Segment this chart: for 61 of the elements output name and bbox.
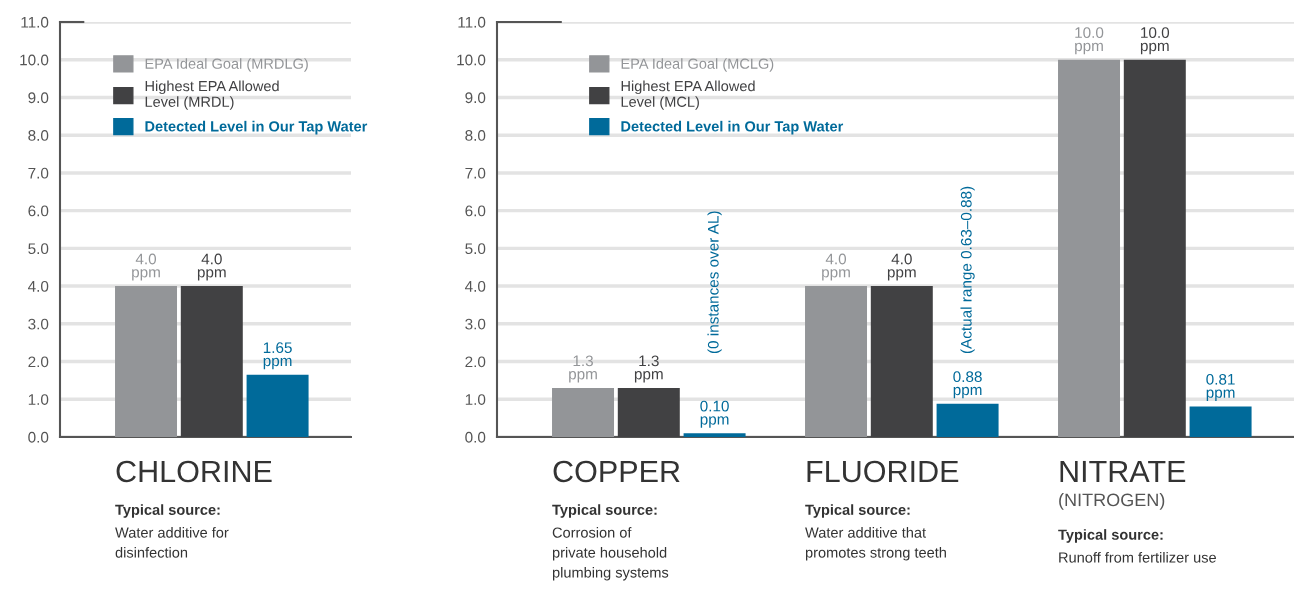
bar	[1123, 59, 1186, 437]
y-tick-label: 10.0	[20, 54, 49, 66]
bar	[683, 433, 746, 437]
data-label: 4.0 ppm	[197, 253, 226, 281]
y-tick-label: 0.0	[28, 431, 49, 443]
bar	[1058, 59, 1121, 437]
annotation: (0 instances over AL)	[707, 211, 722, 354]
y-tick-label: 5.0	[465, 243, 486, 255]
y-tick-label: 1.0	[28, 394, 49, 405]
y-tick-label: 3.0	[465, 318, 486, 330]
y-tick-label: 3.0	[28, 318, 49, 330]
y-tick-label: 6.0	[28, 205, 49, 217]
y-tick-label: 2.0	[465, 356, 486, 368]
y-tick-label: 4.0	[465, 280, 486, 292]
text: Typical source: Water additive for disinfection	[115, 504, 229, 558]
text: Typical source: Runoff from fertilizer use	[1058, 529, 1216, 563]
y-tick-label: 10.0	[457, 54, 486, 66]
y-tick-label: 1.0	[465, 394, 486, 405]
text: Typical source: Water additive that promotes strong teeth	[805, 504, 946, 561]
data-label: 0.88 ppm	[953, 371, 982, 399]
legend-label: Detected Level in Our Tap Water	[145, 120, 368, 135]
y-tick-label: 9.0	[465, 92, 486, 104]
data-label: 1.65 ppm	[263, 342, 292, 370]
legend-label: Highest EPA Allowed Level (MRDL)	[145, 80, 279, 110]
y-tick-label: 5.0	[28, 243, 49, 255]
y-tick-label: 0.0	[465, 431, 486, 443]
bar	[936, 403, 999, 437]
data-label: 1.3 ppm	[634, 355, 663, 383]
legend-label: Detected Level in Our Tap Water	[621, 120, 844, 135]
data-label: 4.0 ppm	[887, 253, 916, 281]
annotation: (Actual range 0.63–0.88)	[960, 186, 975, 354]
y-tick-label: 7.0	[28, 167, 49, 179]
x-tick-label: CHLORINE	[116, 460, 272, 483]
x-tick-label: FLUORIDE	[807, 460, 959, 483]
y-tick-label: 4.0	[28, 280, 49, 292]
bar	[870, 286, 933, 437]
data-label: 4.0 ppm	[822, 253, 850, 281]
bar	[552, 387, 615, 437]
y-tick-label: 2.0	[28, 356, 49, 368]
text: Typical source: Corrosion of private household plumbing systems	[552, 504, 669, 581]
legend-label: EPA Ideal Goal (MCLG)	[621, 58, 774, 72]
legend-label: Highest EPA Allowed Level (MCL)	[621, 80, 755, 110]
y-tick-label: 11.0	[21, 16, 49, 28]
data-label: 1.3 ppm	[569, 355, 597, 383]
y-tick-label: 7.0	[465, 167, 486, 179]
bar	[617, 387, 680, 437]
x-tick-label: COPPER	[553, 460, 680, 483]
y-tick-label: 11.0	[458, 16, 486, 28]
data-label: 10.0 ppm	[1075, 27, 1104, 55]
data-label: 4.0 ppm	[132, 253, 160, 281]
y-tick-label: 8.0	[28, 130, 49, 141]
bar	[805, 286, 868, 437]
data-label: 10.0 ppm	[1140, 27, 1170, 55]
y-tick-label: 8.0	[465, 130, 486, 141]
legend-label: EPA Ideal Goal (MRDLG)	[145, 58, 308, 72]
y-tick-label: 6.0	[465, 205, 486, 217]
y-tick-label: 9.0	[28, 92, 49, 104]
data-label: 0.10 ppm	[700, 400, 729, 428]
x-tick-label: NITRATE (NITROGEN)	[1059, 460, 1186, 510]
data-label: 0.81 ppm	[1206, 373, 1235, 401]
bar	[1189, 406, 1252, 437]
